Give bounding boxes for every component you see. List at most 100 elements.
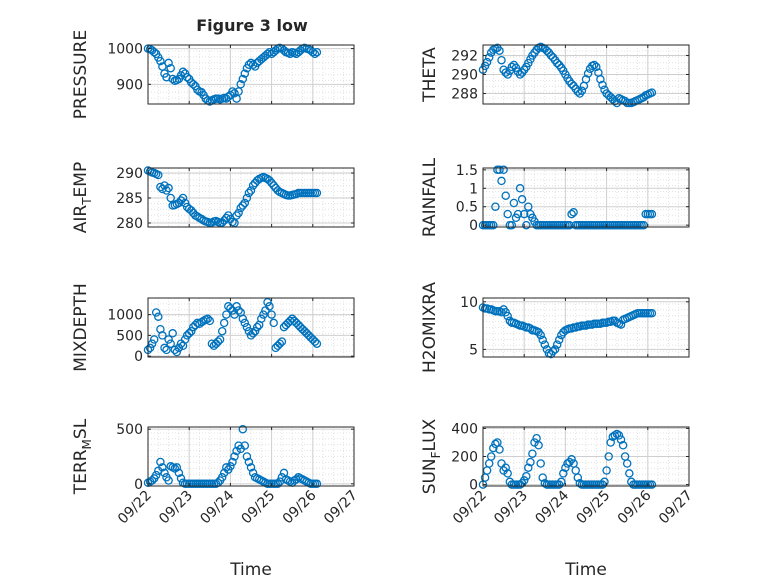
data-point: [234, 208, 243, 218]
y-axis-label-part: TERR: [71, 449, 91, 495]
y-tick-label: 0: [469, 218, 478, 234]
data-point: [497, 55, 506, 65]
y-tick-label: 0.5: [456, 200, 478, 216]
data-point: [248, 181, 258, 190]
data-point: [540, 340, 550, 349]
data-point: [244, 188, 254, 198]
data-point: [193, 85, 202, 94]
data-point: [575, 478, 585, 488]
data-point: [561, 463, 570, 472]
y-axis-label: AIRTEMP: [71, 162, 94, 233]
data-point: [238, 74, 248, 84]
data-point: [232, 302, 241, 311]
y-tick-label: 0: [134, 477, 143, 493]
data-point: [217, 473, 227, 482]
data-point: [507, 220, 517, 230]
data-point: [149, 335, 159, 344]
data-point: [234, 306, 243, 315]
y-axis-label-part: EMP: [71, 162, 91, 198]
x-tick-label: 09/25: [239, 488, 279, 528]
data-point: [310, 337, 320, 346]
data-point: [491, 202, 500, 211]
y-tick-label: 290: [116, 166, 143, 182]
data-point: [246, 463, 256, 472]
y-tick-label: 1000: [107, 308, 143, 324]
data-point: [164, 183, 173, 193]
axes-box: [147, 426, 355, 487]
data-point: [203, 314, 212, 324]
data-point: [151, 308, 161, 317]
data-point: [213, 337, 223, 346]
y-axis-label: RAINFALL: [420, 157, 440, 237]
y-axis-label-part: SUN: [420, 458, 440, 494]
x-tick-label: 09/27: [321, 488, 361, 528]
data-point: [557, 477, 566, 487]
data-point: [583, 69, 593, 78]
panel-mixdepth: 1000 500 0 MIXDEPTH: [71, 283, 355, 372]
data-point: [489, 443, 498, 453]
data-point: [180, 198, 190, 208]
data-point: [517, 195, 527, 204]
data-point: [164, 476, 173, 485]
y-tick-label: 500: [116, 328, 143, 344]
data-point: [265, 302, 274, 311]
data-point: [236, 80, 245, 89]
data-point: [164, 335, 173, 344]
data-point: [600, 477, 609, 487]
data-point: [240, 441, 250, 450]
data-point: [528, 449, 537, 458]
data-point: [524, 202, 533, 211]
x-tick-label: 09/22: [115, 488, 155, 528]
data-point: [522, 220, 531, 230]
data-point: [503, 209, 512, 219]
data-point: [312, 339, 322, 348]
y-axis-label-part: SL: [71, 418, 91, 439]
data-point: [602, 466, 611, 475]
data-point: [598, 80, 607, 90]
data-point: [230, 89, 239, 98]
data-point: [170, 345, 180, 355]
data-point: [486, 452, 496, 461]
data-point: [267, 310, 276, 319]
data-point: [310, 49, 320, 59]
panel-theta: 292 290 288 THETA: [420, 42, 690, 108]
data-point: [275, 339, 285, 348]
axes-box: [147, 44, 355, 105]
data-point: [515, 70, 525, 79]
data-point: [519, 209, 529, 219]
data-point: [145, 343, 155, 353]
data-point: [559, 469, 568, 478]
data-point: [244, 326, 254, 336]
data-point: [522, 471, 531, 481]
data-point: [168, 74, 177, 84]
data-point: [501, 463, 510, 472]
y-axis-label-part: M: [80, 439, 94, 449]
data-point: [552, 340, 562, 349]
y-tick-label: 292: [451, 48, 478, 64]
data-point: [238, 424, 248, 434]
data-point: [193, 212, 202, 221]
y-tick-label: 280: [116, 216, 143, 232]
data-point: [589, 60, 599, 70]
y-axis-label: THETA: [420, 47, 440, 103]
y-tick-label: 1.5: [456, 163, 478, 179]
data-point: [222, 463, 231, 472]
data-point: [174, 198, 184, 208]
data-point: [172, 347, 182, 357]
data-point: [647, 308, 657, 318]
data-point: [166, 339, 175, 348]
panel-terr_msl: 500 009/22 09/23 09/24 09/25 09/26 09/27 Time TE…: [71, 418, 361, 580]
data-point: [489, 220, 498, 230]
data-point: [491, 439, 500, 449]
data-point: [154, 312, 163, 321]
data-point: [226, 462, 235, 471]
data-point: [257, 314, 266, 324]
panel-h2omixra: 10 5 H2OMIXRA: [420, 282, 690, 373]
data-point: [509, 198, 519, 208]
data-point: [149, 47, 159, 57]
data-point: [312, 188, 322, 198]
y-axis-label: PRESSURE: [71, 30, 91, 119]
